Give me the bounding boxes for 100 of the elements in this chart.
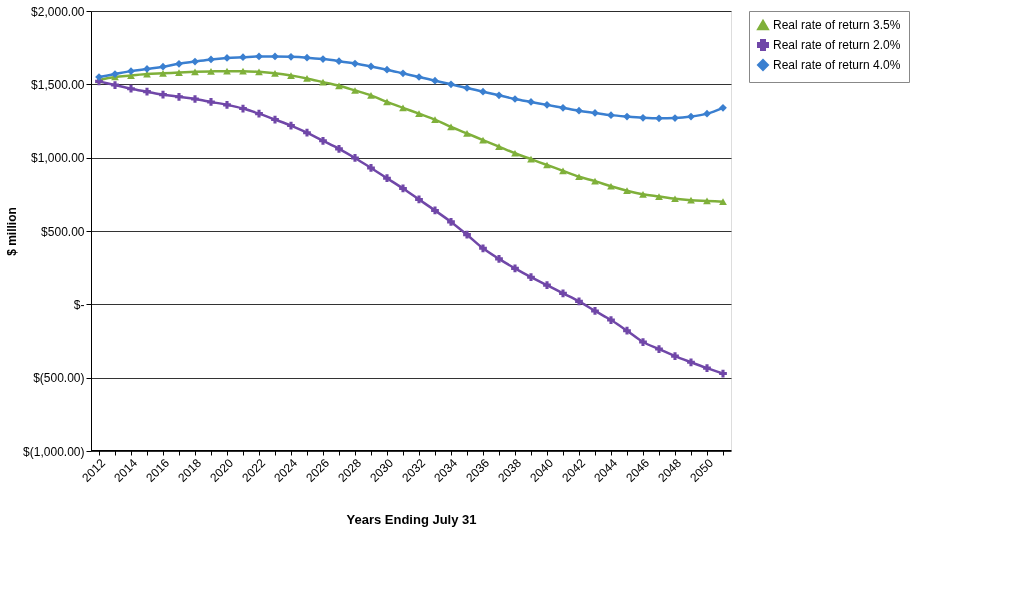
point — [287, 52, 295, 61]
point — [159, 69, 167, 77]
point — [287, 72, 295, 79]
point — [431, 206, 439, 215]
point — [271, 52, 279, 61]
point — [431, 76, 439, 85]
point — [383, 98, 391, 106]
point — [575, 106, 583, 115]
point — [303, 128, 311, 137]
point — [591, 307, 599, 315]
point — [207, 55, 215, 64]
point — [687, 358, 695, 367]
point — [495, 254, 503, 263]
y-tick-label: $500.00 — [41, 224, 85, 239]
point — [367, 164, 375, 172]
point — [191, 68, 199, 76]
point — [383, 174, 391, 183]
point — [495, 143, 503, 151]
legend-label: Real rate of return 4.0% — [773, 58, 901, 72]
point — [303, 75, 311, 82]
point — [367, 91, 375, 99]
point — [255, 68, 263, 76]
point — [543, 281, 551, 289]
point — [159, 90, 167, 99]
point — [671, 195, 679, 203]
point — [639, 338, 647, 346]
legend-label: Real rate of return 3.5% — [773, 18, 901, 32]
point — [175, 69, 183, 76]
point — [239, 104, 247, 113]
point — [687, 112, 695, 121]
point — [607, 316, 615, 324]
point — [655, 345, 663, 353]
point — [143, 87, 151, 96]
point — [223, 100, 231, 109]
point — [703, 364, 711, 373]
point — [399, 69, 407, 78]
point — [575, 173, 583, 181]
y-tick-label: $1,500.00 — [31, 77, 85, 92]
point — [255, 52, 263, 61]
point — [351, 154, 359, 162]
point — [367, 62, 375, 71]
point — [655, 114, 663, 123]
x-axis-title: Years Ending July 31 — [346, 512, 477, 528]
point — [559, 103, 567, 112]
point — [191, 57, 199, 66]
y-tick-label: $1,000.00 — [31, 151, 85, 166]
point — [655, 193, 663, 200]
point — [447, 123, 455, 131]
point — [271, 69, 279, 77]
point — [287, 121, 295, 130]
point — [415, 110, 423, 118]
point — [623, 112, 631, 121]
point — [463, 230, 471, 239]
point — [719, 198, 727, 206]
point — [335, 57, 343, 66]
point — [335, 82, 343, 90]
point — [431, 116, 439, 123]
point — [335, 144, 343, 153]
point — [399, 184, 407, 193]
point — [623, 326, 631, 335]
point — [207, 68, 215, 75]
point — [543, 100, 551, 109]
point — [479, 87, 487, 96]
point — [111, 81, 119, 89]
point — [191, 95, 199, 103]
y-tick-label: $(500.00) — [33, 371, 85, 386]
y-tick-label: $2,000.00 — [31, 4, 85, 19]
point — [271, 115, 279, 124]
point — [175, 59, 183, 68]
y-tick-label: $(1,000.00) — [23, 444, 85, 459]
point — [703, 109, 711, 118]
point — [463, 130, 471, 137]
point — [415, 195, 423, 204]
point — [351, 59, 359, 68]
point — [447, 218, 455, 226]
point — [511, 149, 519, 157]
point — [639, 113, 647, 122]
point — [527, 273, 535, 282]
point — [719, 103, 727, 112]
point — [575, 297, 583, 306]
point — [559, 167, 567, 175]
y-tick-label: $- — [73, 297, 85, 312]
point — [351, 87, 359, 94]
point — [159, 62, 167, 71]
point — [639, 190, 647, 198]
point — [255, 109, 263, 118]
point — [383, 65, 391, 74]
point — [127, 84, 135, 93]
legend-label: Real rate of return 2.0% — [773, 38, 901, 52]
point — [671, 352, 679, 360]
point — [303, 53, 311, 62]
point — [719, 369, 727, 378]
point — [623, 187, 631, 195]
point — [687, 196, 695, 204]
point — [607, 182, 615, 190]
point — [479, 244, 487, 253]
point — [559, 289, 567, 298]
point — [511, 264, 519, 273]
point — [495, 91, 503, 100]
point — [703, 197, 711, 205]
